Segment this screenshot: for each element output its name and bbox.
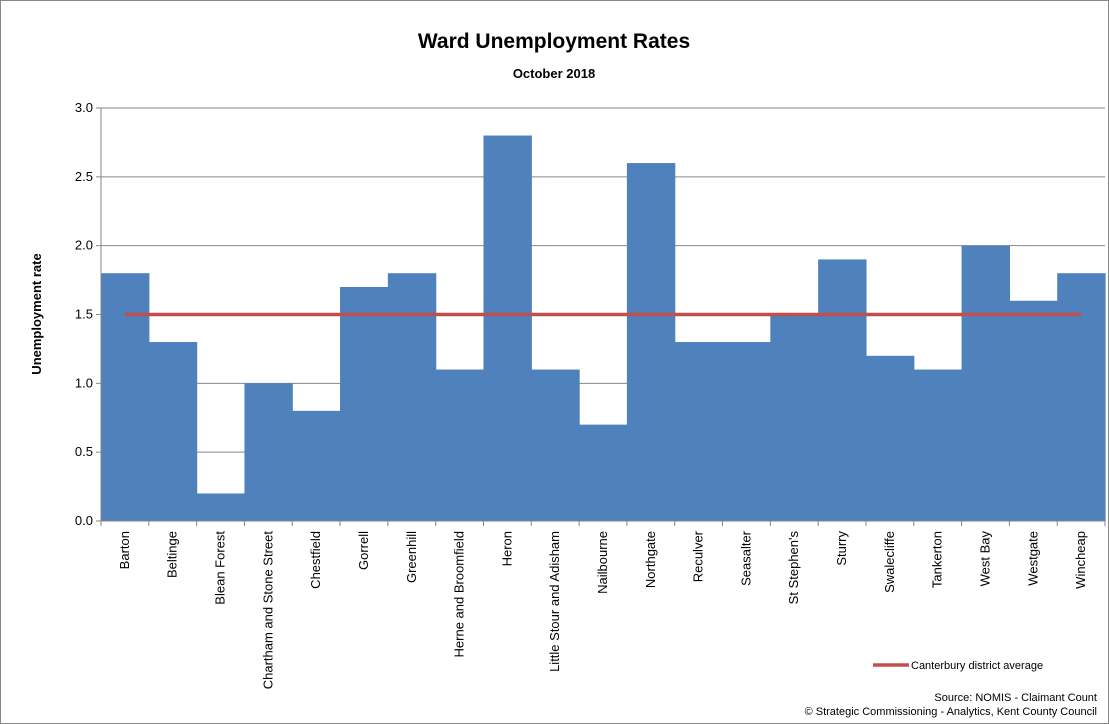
chart-subtitle: October 2018 <box>513 66 595 81</box>
x-tick-label: Tankerton <box>930 531 945 588</box>
x-tick-label: Northgate <box>643 531 658 588</box>
source-text: Source: NOMIS - Claimant Count <box>934 692 1097 704</box>
x-tick-label: Chartham and Stone Street <box>260 531 275 690</box>
bar <box>961 245 1010 521</box>
legend: Canterbury district average <box>873 660 1043 672</box>
bar <box>531 369 580 521</box>
bar <box>626 163 676 522</box>
legend-label: Canterbury district average <box>911 660 1043 672</box>
x-tick-label: Seasalter <box>738 530 753 586</box>
x-tick-label: Westgate <box>1025 531 1040 586</box>
y-tick-labels: 0.0 0.5 1.0 1.5 2.0 2.5 3.0 <box>75 100 93 528</box>
copyright-text: © Strategic Commissioning - Analytics, K… <box>805 706 1097 718</box>
bar <box>483 135 532 522</box>
x-tick-label: Sturry <box>834 531 849 566</box>
y-tick-label: 0.0 <box>75 513 93 528</box>
bar <box>340 286 389 521</box>
bar <box>148 342 198 521</box>
y-tick-label: 1.0 <box>75 375 93 390</box>
bar <box>435 369 485 521</box>
bar <box>865 355 915 521</box>
y-tick-label: 0.5 <box>75 444 93 459</box>
y-tick-label: 3.0 <box>75 100 93 115</box>
x-tick-label: West Bay <box>977 531 992 587</box>
x-tick-label: Wincheap <box>1073 531 1088 589</box>
axes <box>96 107 1106 526</box>
x-tick-label: Blean Forest <box>213 531 228 605</box>
bar <box>196 493 246 521</box>
x-tick-label: Swalecliffe <box>882 531 897 593</box>
x-tick-label: Barton <box>117 531 132 569</box>
bar <box>913 369 963 521</box>
x-tick-label: Little Stour and Adisham <box>547 531 562 672</box>
bar <box>1009 300 1058 521</box>
x-tick-label: Heron <box>499 531 514 566</box>
bar <box>579 424 628 521</box>
bar <box>1057 273 1106 521</box>
x-tick-label: St Stephen's <box>786 531 801 605</box>
x-tick-label: Reculver <box>691 530 706 582</box>
x-tick-label: Gorrell <box>356 531 371 570</box>
y-axis-label: Unemployment rate <box>29 253 44 374</box>
bars <box>101 135 1106 522</box>
y-tick-label: 2.0 <box>75 238 93 253</box>
bar <box>387 273 437 521</box>
y-tick-label: 1.5 <box>75 307 93 322</box>
x-tick-label: Beltinge <box>165 531 180 578</box>
bar <box>818 259 867 521</box>
chart-title: Ward Unemployment Rates <box>418 30 690 53</box>
bar <box>722 342 771 521</box>
bar <box>292 410 341 521</box>
bar <box>770 314 819 521</box>
x-tick-label: Chestfield <box>308 531 323 589</box>
bar <box>244 383 293 521</box>
y-tick-label: 2.5 <box>75 169 93 184</box>
x-tick-label: Herne and Broomfield <box>452 531 467 657</box>
bar <box>674 342 724 521</box>
bar <box>101 273 150 521</box>
x-tick-label: Nailbourne <box>595 531 610 594</box>
x-tick-label: Greenhill <box>404 531 419 583</box>
x-tick-labels: Barton Beltinge Blean Forest Chartham and S… <box>117 530 1088 689</box>
